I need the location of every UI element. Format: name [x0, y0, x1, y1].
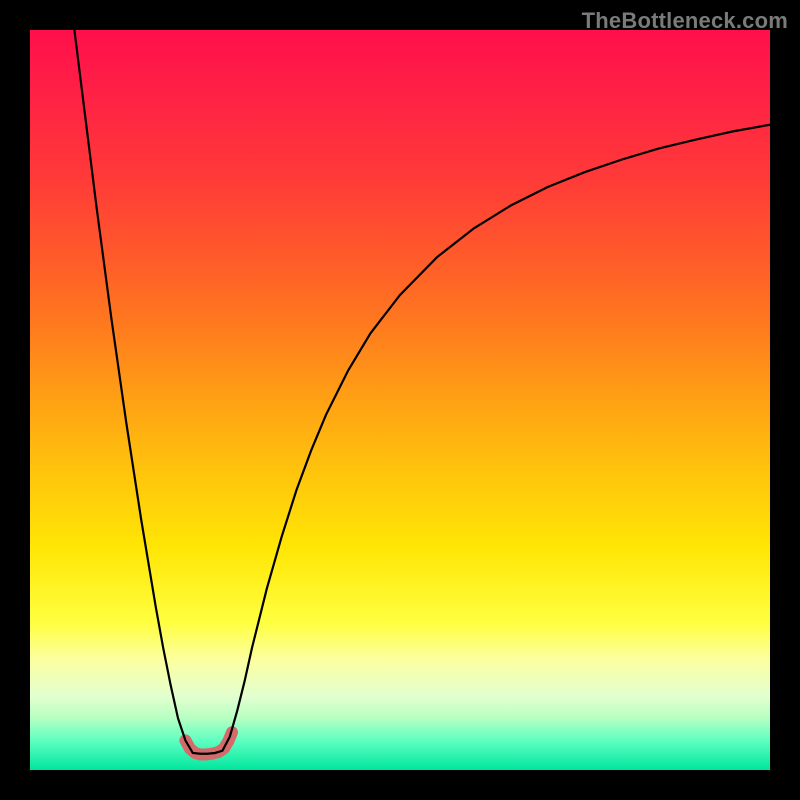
chart-background — [30, 30, 770, 770]
chart-container: TheBottleneck.com — [0, 0, 800, 800]
watermark-text: TheBottleneck.com — [582, 8, 788, 34]
bottleneck-chart — [0, 0, 800, 800]
